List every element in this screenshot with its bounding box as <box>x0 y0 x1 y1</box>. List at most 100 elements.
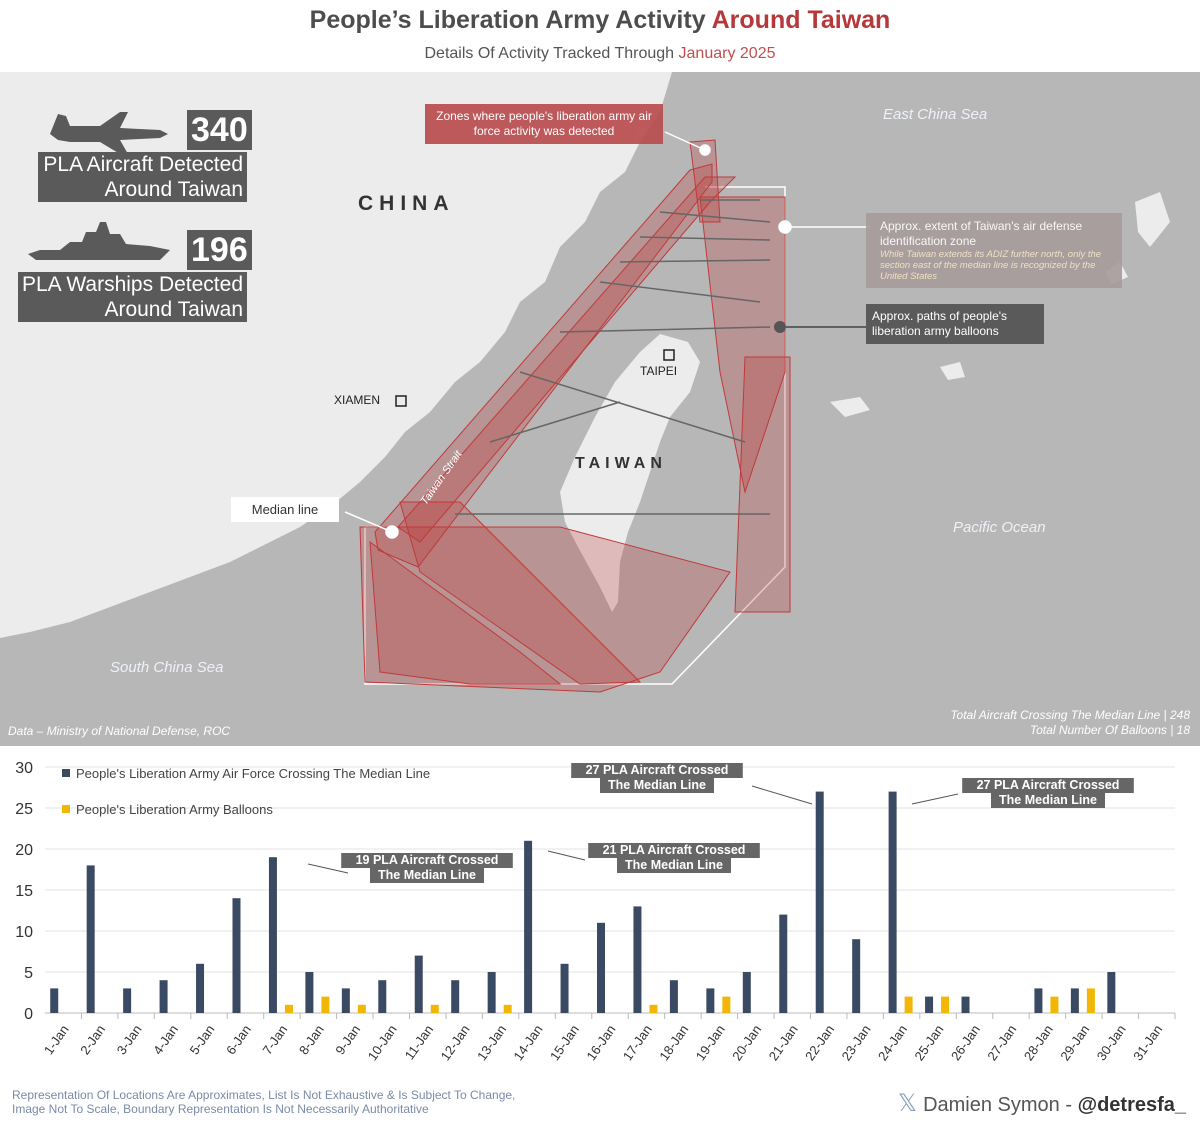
aircraft-label-line-2: Around Taiwan <box>104 178 243 201</box>
bar-aircraft <box>451 980 460 1013</box>
legend-swatch-aircraft <box>62 769 70 777</box>
x-tick-label: 29-Jan <box>1057 1022 1092 1063</box>
annotation-box <box>600 778 714 793</box>
bar-aircraft <box>268 857 277 1013</box>
author-handle[interactable]: @detresfa_ <box>1077 1094 1186 1116</box>
bar-balloon <box>430 1004 439 1013</box>
page-subtitle: Details Of Activity Tracked Through Janu… <box>0 45 1200 63</box>
annotation-leader <box>547 850 586 861</box>
warship-count: 196 <box>187 230 252 270</box>
x-tick-label: 2-Jan <box>77 1022 108 1057</box>
callout-connectors <box>344 131 870 539</box>
x-tick-label: 26-Jan <box>948 1022 983 1063</box>
x-tick-label: 4-Jan <box>150 1022 181 1057</box>
x-tick-label: 3-Jan <box>114 1022 145 1057</box>
y-tick-label: 20 <box>15 842 33 859</box>
annotation-text: 19 PLA Aircraft Crossed <box>356 853 499 867</box>
fighter-jet-icon <box>50 112 168 154</box>
bar-balloon <box>1086 988 1095 1013</box>
china-landmass <box>0 72 672 638</box>
bar-aircraft <box>706 988 715 1013</box>
taipei-label: TAIPEI <box>640 364 678 378</box>
x-tick-label: 13-Jan <box>474 1022 509 1063</box>
xiamen-marker <box>395 395 407 407</box>
bar-aircraft <box>414 955 423 1013</box>
warship-label: PLA Warships Detected Around Taiwan <box>18 272 247 322</box>
bar-aircraft <box>560 963 569 1013</box>
x-tick-label: 25-Jan <box>911 1022 946 1063</box>
disclaimer-line-2: Image Not To Scale, Boundary Representat… <box>12 1102 429 1116</box>
x-tick-label: 5-Jan <box>187 1022 218 1057</box>
title-main: People’s Liberation Army Activity <box>309 6 706 34</box>
bar-aircraft <box>232 898 241 1013</box>
bar-aircraft <box>779 914 788 1013</box>
x-tick-label: 20-Jan <box>729 1022 764 1063</box>
total-balloons: Total Number Of Balloons | 18 <box>1029 723 1190 737</box>
bar-aircraft <box>1070 988 1079 1013</box>
balloon-paths <box>455 199 771 515</box>
x-tick-label: 23-Jan <box>839 1022 874 1063</box>
annotation-box <box>571 763 743 778</box>
author-name: Damien Symon - <box>923 1094 1078 1116</box>
x-tick-label: 17-Jan <box>620 1022 655 1063</box>
bar-aircraft <box>815 791 824 1013</box>
header: People’s Liberation Army Activity Around… <box>0 0 1200 72</box>
balloon-callout: Approx. paths of people's liberation arm… <box>866 304 1044 344</box>
activity-map: 340 PLA Aircraft Detected Around Taiwan … <box>0 72 1200 746</box>
author-credit: 𝕏 Damien Symon - @detresfa_ <box>898 1089 1186 1118</box>
xiamen-label: XIAMEN <box>334 393 381 407</box>
title-accent: Around Taiwan <box>711 6 891 34</box>
china-label: CHINA <box>358 192 455 215</box>
bar-aircraft <box>123 988 132 1013</box>
bar-balloon <box>904 996 913 1013</box>
totals-note: Total Aircraft Crossing The Median Line … <box>950 708 1190 738</box>
legend-swatch-balloon <box>62 805 70 813</box>
x-tick-label: 10-Jan <box>365 1022 400 1063</box>
x-tick-label: 1-Jan <box>41 1022 72 1057</box>
bar-balloon <box>321 996 330 1013</box>
bar-aircraft <box>1107 972 1116 1013</box>
x-tick-label: 14-Jan <box>510 1022 545 1063</box>
bar-aircraft <box>378 980 387 1013</box>
bar-aircraft <box>86 865 95 1013</box>
daily-activity-chart: 0 5 10 15 20 25 30 1-Jan 2-Jan 3-Jan 4-Jan 5-Jan 6-J… <box>0 746 1200 1086</box>
bar-aircraft <box>159 980 168 1013</box>
bar-balloon <box>649 1004 658 1013</box>
subtitle-main: Details Of Activity Tracked Through <box>424 45 675 62</box>
bar-aircraft <box>961 996 970 1013</box>
adiz-callout-note: While Taiwan extends its ADIZ further no… <box>880 249 1102 282</box>
bar-aircraft <box>633 906 642 1013</box>
annotation-text: 27 PLA Aircraft Crossed <box>977 778 1120 792</box>
bar-aircraft <box>305 972 314 1013</box>
annotation-text: The Median Line <box>625 858 723 872</box>
y-tick-label: 5 <box>24 965 33 982</box>
annotation-leader <box>751 785 813 805</box>
source-note: Data – Ministry of National Defense, ROC <box>8 724 231 738</box>
warship-label-line-2: Around Taiwan <box>104 298 243 321</box>
south-china-sea-label: South China Sea <box>110 659 224 676</box>
map-canvas <box>0 72 1170 693</box>
x-tick-label: 19-Jan <box>693 1022 728 1063</box>
subtitle-accent: January 2025 <box>678 45 776 62</box>
annotation-text: 27 PLA Aircraft Crossed <box>586 763 729 777</box>
bar-balloon <box>284 1004 293 1013</box>
annotation-text: The Median Line <box>999 793 1097 807</box>
x-tick-label: 7-Jan <box>259 1022 290 1057</box>
bar-balloon <box>722 996 731 1013</box>
bar-aircraft <box>50 988 59 1013</box>
y-tick-label: 30 <box>15 760 33 777</box>
balloon-connector-dot <box>774 321 786 333</box>
bar-balloon <box>1050 996 1059 1013</box>
x-tick-label: 21-Jan <box>766 1022 801 1063</box>
y-tick-label: 0 <box>24 1006 33 1023</box>
aircraft-label-line-1: PLA Aircraft Detected <box>43 153 243 176</box>
warship-label-line-1: PLA Warships Detected <box>22 273 243 296</box>
annotation-leader <box>911 793 959 805</box>
activity-zones <box>359 139 791 693</box>
disclaimer-note: Representation Of Locations Are Approxim… <box>12 1088 612 1116</box>
x-tick-label: 11-Jan <box>402 1022 437 1062</box>
x-tick-label: 24-Jan <box>875 1022 910 1063</box>
x-tick-label: 30-Jan <box>1094 1022 1129 1063</box>
pacific-ocean-label: Pacific Ocean <box>953 519 1046 536</box>
taiwan-island <box>560 334 700 612</box>
